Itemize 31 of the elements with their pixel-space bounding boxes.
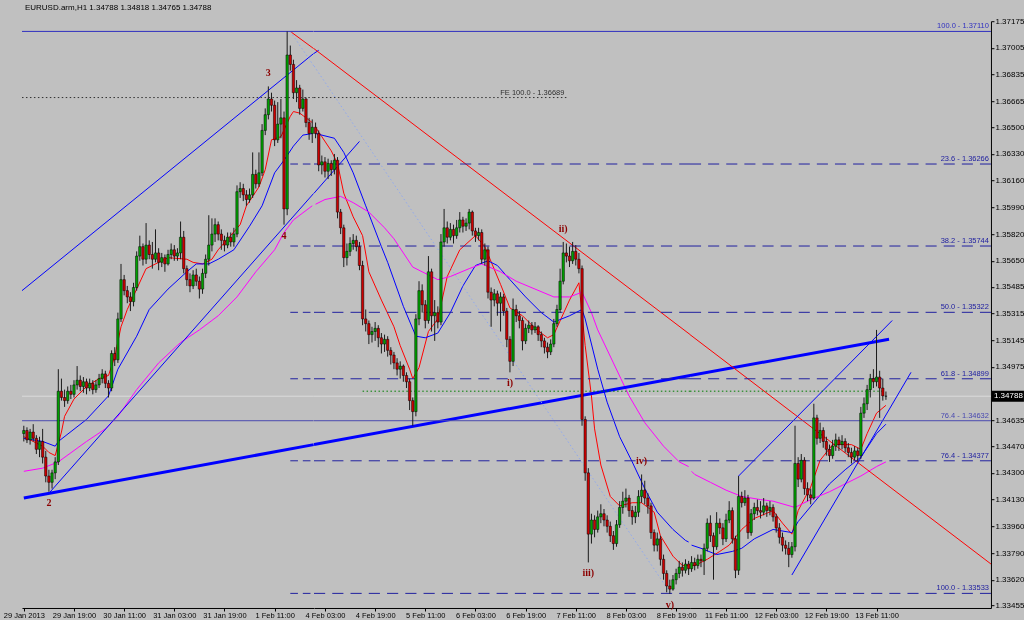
y-tick-label: 1.33960	[995, 521, 1024, 531]
y-tick-label: 1.35820	[995, 229, 1024, 239]
annotation: i)	[506, 377, 513, 390]
y-tick-label: 1.33790	[995, 548, 1024, 558]
y-tick-label: 1.36330	[995, 149, 1024, 159]
y-tick-label: 1.37005	[995, 43, 1024, 53]
y-tick-label: 1.34975	[995, 362, 1024, 372]
annotation: 2	[46, 496, 52, 508]
y-tick-label: 1.37175	[995, 16, 1024, 26]
y-tick-label: 1.34300	[995, 468, 1024, 478]
y-tick-label: 1.34635	[995, 415, 1024, 425]
y-tick-label: 1.36835	[995, 70, 1024, 80]
chart-title: EURUSD.arm,H1 1.34788 1.34818 1.34765 1.34788	[25, 3, 212, 13]
annotation: ii)	[558, 222, 568, 235]
y-tick-label: 1.35990	[995, 202, 1024, 212]
y-tick-label: 1.36160	[995, 176, 1024, 186]
y-tick-label: 1.36665	[995, 96, 1024, 106]
annotation: 3	[265, 67, 271, 79]
y-tick-label: 1.35650	[995, 256, 1024, 266]
annotation: iv)	[635, 455, 647, 468]
y-tick-label: 1.36500	[995, 122, 1024, 132]
y-tick-label: 1.34130	[995, 495, 1024, 505]
y-tick-label: 1.35315	[995, 308, 1024, 318]
y-tick-label: 1.33455	[995, 601, 1024, 611]
y-tick-label: 1.34470	[995, 441, 1024, 451]
annotation: iii)	[582, 567, 594, 580]
annotation: v)	[665, 598, 674, 611]
y-tick-label: 1.35485	[995, 282, 1024, 292]
ref-line-label: 1.34788	[993, 391, 1024, 401]
y-tick-label: 1.33620	[995, 575, 1024, 585]
y-tick-label: 1.35145	[995, 335, 1024, 345]
